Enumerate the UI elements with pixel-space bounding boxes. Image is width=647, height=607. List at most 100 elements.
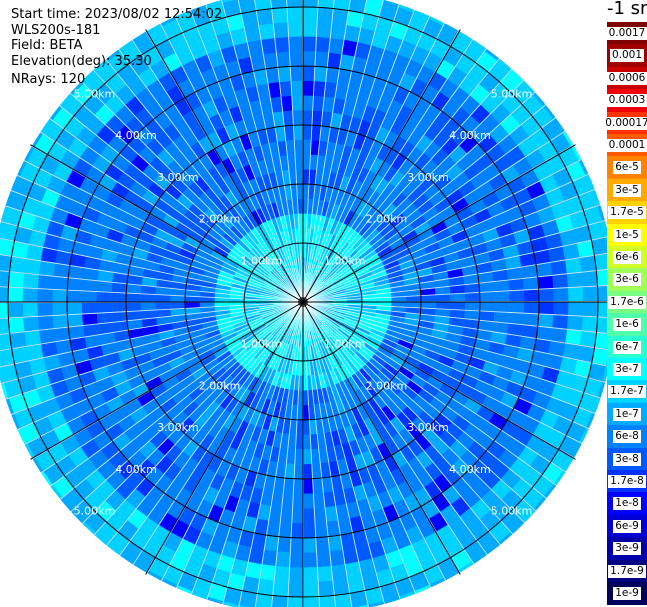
range-gate xyxy=(263,475,276,492)
range-gate xyxy=(405,355,422,368)
range-gate xyxy=(247,315,262,324)
range-gate xyxy=(214,522,231,541)
colorbar-segment: 1e-8 xyxy=(607,492,647,516)
range-gate xyxy=(8,303,24,318)
range-gate xyxy=(318,140,328,157)
range-gate xyxy=(162,578,177,588)
range-gate xyxy=(391,153,407,171)
range-gate xyxy=(197,243,214,256)
range-gate xyxy=(318,230,326,246)
range-gate xyxy=(131,432,150,450)
range-gate xyxy=(440,181,458,198)
range-gate xyxy=(330,157,341,174)
range-gate xyxy=(543,105,556,119)
range-gate xyxy=(356,88,371,106)
range-gate xyxy=(337,458,349,475)
range-gate xyxy=(124,424,143,442)
range-gate xyxy=(237,265,252,276)
range-gate xyxy=(142,325,159,336)
range-gate xyxy=(156,493,175,513)
colorbar-tick-label: 0.0006 xyxy=(606,71,647,85)
range-ring-label: 4.00km xyxy=(115,463,157,476)
range-gate xyxy=(199,302,215,308)
range-gate xyxy=(139,517,159,537)
range-gate xyxy=(293,243,299,259)
range-gate xyxy=(538,141,558,161)
ray-gap xyxy=(302,58,500,303)
range-gate xyxy=(574,360,592,378)
range-gate xyxy=(293,478,303,494)
range-gate xyxy=(165,350,182,362)
range-gate xyxy=(429,256,446,268)
range-gate xyxy=(259,366,270,381)
range-gate xyxy=(184,164,201,182)
range-gate xyxy=(88,135,108,155)
range-gate xyxy=(215,426,230,443)
range-gate xyxy=(245,252,259,265)
range-gate xyxy=(201,517,219,537)
range-gate xyxy=(175,46,195,66)
range-gate xyxy=(541,366,560,384)
range-gate xyxy=(112,272,129,284)
range-gate xyxy=(545,354,563,370)
range-gate xyxy=(126,284,142,294)
range-gate xyxy=(372,508,388,527)
range-gate xyxy=(355,239,369,253)
range-gate xyxy=(463,319,479,329)
range-gate xyxy=(238,0,256,14)
range-gate xyxy=(195,86,213,105)
range-gate xyxy=(559,402,579,421)
range-gate xyxy=(377,442,392,460)
range-gate xyxy=(271,386,281,402)
range-gate xyxy=(154,174,171,191)
range-gate xyxy=(244,289,260,296)
range-gate xyxy=(482,228,500,243)
range-gate xyxy=(189,265,205,276)
range-gate xyxy=(564,196,584,215)
range-gate xyxy=(276,231,285,247)
range-gate xyxy=(154,228,172,242)
range-gate xyxy=(477,320,494,332)
colorbar-segment: 3e-7 xyxy=(607,358,647,381)
range-gate xyxy=(381,182,396,199)
range-gate xyxy=(176,193,193,210)
range-gate xyxy=(244,357,257,371)
range-gate xyxy=(230,364,244,379)
range-gate xyxy=(132,247,149,260)
range-gate xyxy=(377,95,393,113)
range-gate xyxy=(92,184,111,202)
colorbar-tick-label: 0.0003 xyxy=(606,94,647,108)
range-gate xyxy=(226,229,241,243)
range-gate xyxy=(505,334,522,348)
range-gate xyxy=(507,267,523,280)
range-gate xyxy=(314,374,322,390)
range-gate xyxy=(72,348,90,364)
range-gate xyxy=(303,66,315,81)
range-gate xyxy=(353,133,366,151)
ray-gap xyxy=(302,301,446,581)
range-gate xyxy=(159,191,177,207)
range-gate xyxy=(381,255,398,266)
range-gate xyxy=(216,460,231,478)
range-gate xyxy=(0,222,18,241)
range-gate xyxy=(234,42,250,60)
range-gate xyxy=(127,508,147,529)
range-gate xyxy=(268,82,281,98)
range-gate xyxy=(485,351,503,366)
range-gate xyxy=(284,214,292,230)
range-gate xyxy=(266,353,277,368)
range-gate xyxy=(224,335,240,347)
range-gate xyxy=(407,187,424,203)
ray-gap xyxy=(302,301,596,414)
ray-gap xyxy=(40,301,304,474)
range-gate xyxy=(276,462,286,478)
range-gate xyxy=(458,180,476,197)
range-gate xyxy=(278,263,289,278)
range-gate xyxy=(278,310,292,320)
range-gate xyxy=(456,206,474,222)
range-gate xyxy=(340,532,356,550)
range-gate xyxy=(3,207,23,226)
range-gate xyxy=(451,496,471,517)
range-gate xyxy=(251,361,263,377)
range-gate xyxy=(176,585,192,594)
